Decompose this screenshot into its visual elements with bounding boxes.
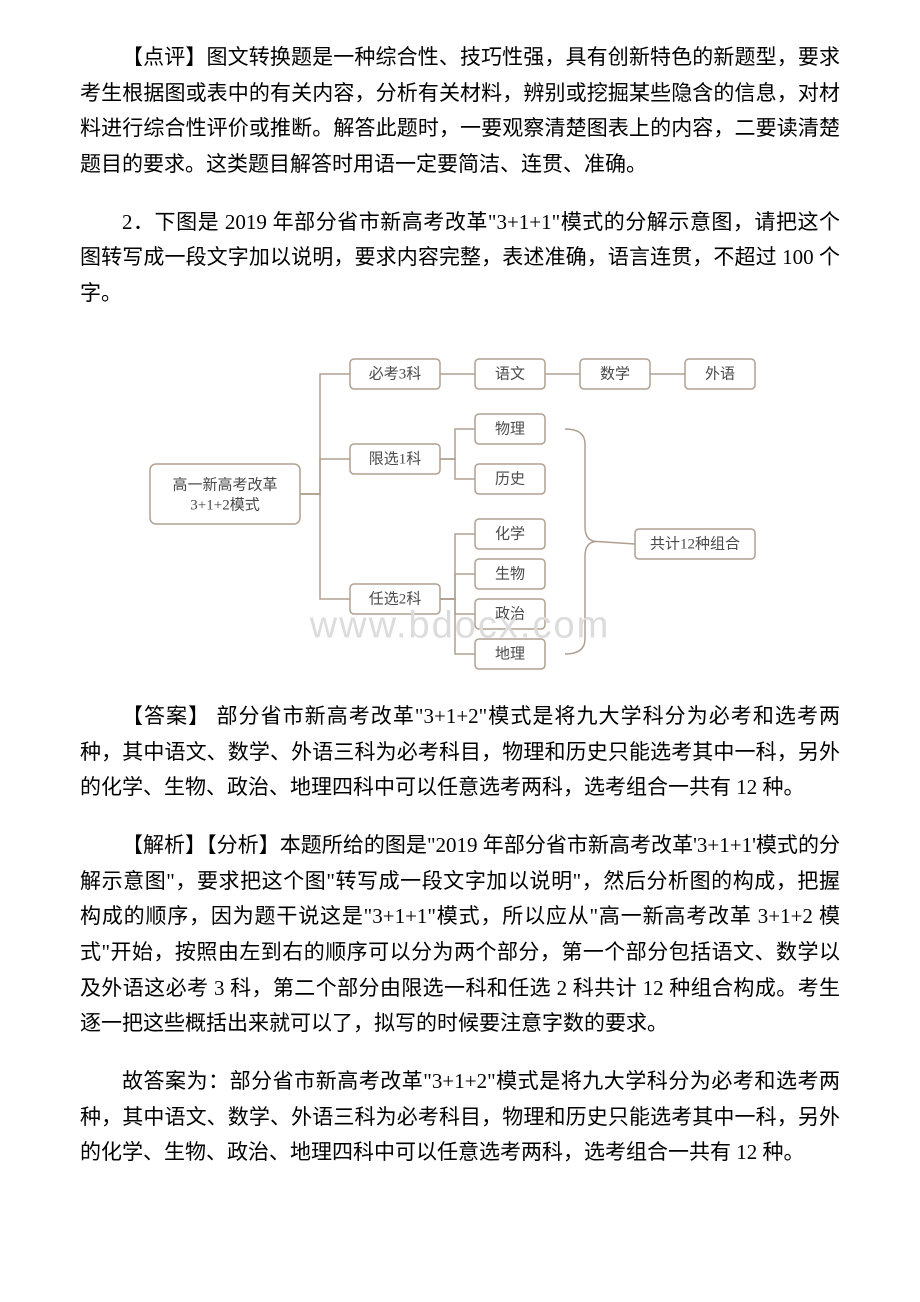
svg-text:外语: 外语 (705, 365, 735, 382)
flowchart-diagram: www.bdocx.com 高一新高考改革3+1+2模式必考3科限选1科任选2科… (140, 334, 780, 674)
svg-text:化学: 化学 (495, 525, 525, 542)
svg-text:3+1+2模式: 3+1+2模式 (190, 496, 259, 513)
commentary-paragraph: 【点评】图文转换题是一种综合性、技巧性强，具有创新特色的新题型，要求考生根据图或… (80, 40, 840, 183)
svg-text:生物: 生物 (495, 565, 525, 582)
svg-text:必考3科: 必考3科 (369, 365, 422, 382)
svg-text:限选1科: 限选1科 (369, 450, 422, 467)
svg-text:历史: 历史 (495, 470, 525, 487)
svg-text:地理: 地理 (495, 645, 525, 662)
question-paragraph: 2．下图是 2019 年部分省市新高考改革"3+1+1"模式的分解示意图，请把这… (80, 205, 840, 312)
analysis-paragraph: 【解析】【分析】本题所给的图是"2019 年部分省市新高考改革'3+1+1'模式… (80, 828, 840, 1042)
svg-text:物理: 物理 (495, 420, 525, 437)
svg-text:任选2科: 任选2科 (369, 590, 422, 607)
svg-text:政治: 政治 (495, 605, 525, 622)
flowchart-svg: 高一新高考改革 3+1+2模式 必考3科限选1科任选2科 语文 数学 外语物理历史化学生物… (140, 334, 780, 674)
svg-text:数学: 数学 (600, 365, 630, 382)
svg-text:语文: 语文 (495, 365, 525, 382)
final-answer-paragraph: 故答案为：部分省市新高考改革"3+1+2"模式是将九大学科分为必考和选考两种，其… (80, 1064, 840, 1171)
svg-text:高一新高考改革: 高一新高考改革 (172, 476, 277, 493)
answer-paragraph: 【答案】 部分省市新高考改革"3+1+2"模式是将九大学科分为必考和选考两种，其… (80, 699, 840, 806)
svg-text:共计12种组合: 共计12种组合 (650, 535, 740, 552)
